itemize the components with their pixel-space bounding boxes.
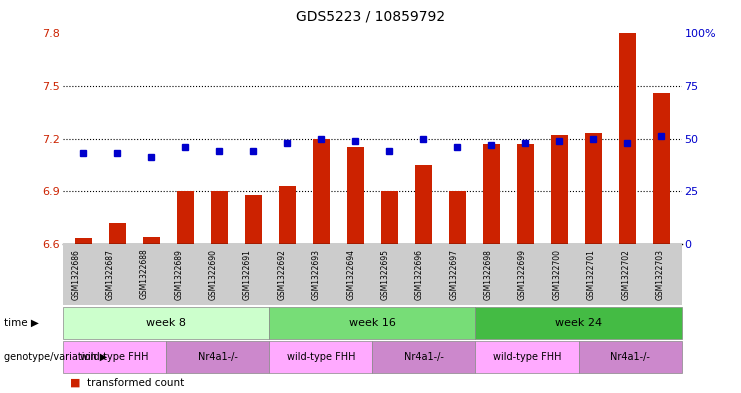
Text: GSM1322695: GSM1322695 [381,249,390,299]
Text: week 16: week 16 [349,318,396,328]
Text: GSM1322690: GSM1322690 [209,249,218,299]
Text: week 8: week 8 [146,318,186,328]
Text: GSM1322693: GSM1322693 [312,249,321,299]
Bar [313,138,330,244]
Text: GSM1322697: GSM1322697 [449,249,458,299]
Text: GSM1322702: GSM1322702 [621,249,630,299]
Text: time ▶: time ▶ [4,318,39,328]
Bar [449,191,466,244]
Bar [347,147,364,244]
Text: GSM1322696: GSM1322696 [415,249,424,299]
Text: GSM1322688: GSM1322688 [140,249,149,299]
Bar [653,93,670,244]
Text: wild-type FHH: wild-type FHH [493,352,561,362]
Bar [75,239,92,244]
Bar [109,222,126,244]
Text: GSM1322700: GSM1322700 [552,249,562,299]
Text: GSM1322699: GSM1322699 [518,249,527,299]
Text: GSM1322701: GSM1322701 [587,249,596,299]
Bar [279,186,296,244]
Text: GSM1322686: GSM1322686 [71,249,80,299]
Bar [619,33,636,244]
Text: GSM1322698: GSM1322698 [484,249,493,299]
Text: GSM1322689: GSM1322689 [174,249,183,299]
Text: transformed count: transformed count [87,378,184,388]
Bar [177,191,194,244]
Bar [211,191,228,244]
Bar [415,165,432,244]
Bar [483,144,500,244]
Text: GSM1322691: GSM1322691 [243,249,252,299]
Text: Nr4a1-/-: Nr4a1-/- [198,352,238,362]
Bar [245,195,262,244]
Bar [551,135,568,244]
Text: wild-type FHH: wild-type FHH [80,352,149,362]
Bar [516,144,534,244]
Text: GSM1322687: GSM1322687 [105,249,115,299]
Text: GSM1322694: GSM1322694 [346,249,355,299]
Text: genotype/variation ▶: genotype/variation ▶ [4,352,107,362]
Bar [381,191,398,244]
Text: GDS5223 / 10859792: GDS5223 / 10859792 [296,10,445,24]
Bar [143,237,160,244]
Text: GSM1322703: GSM1322703 [656,249,665,299]
Text: GSM1322692: GSM1322692 [277,249,287,299]
Bar [585,133,602,244]
Text: wild-type FHH: wild-type FHH [287,352,355,362]
Text: ■: ■ [70,378,81,388]
Text: Nr4a1-/-: Nr4a1-/- [404,352,444,362]
Text: week 24: week 24 [555,318,602,328]
Text: Nr4a1-/-: Nr4a1-/- [611,352,650,362]
